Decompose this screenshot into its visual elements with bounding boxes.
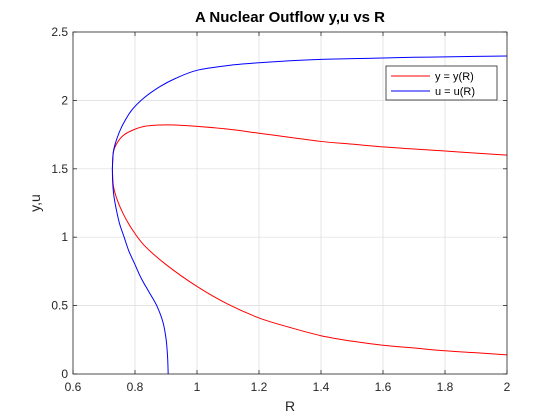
series-layer bbox=[111, 55, 508, 375]
legend: y = y(R) u = u(R) bbox=[385, 65, 498, 101]
x-tick-label: 1.4 bbox=[313, 380, 330, 394]
y-tick-label: 0 bbox=[61, 367, 68, 381]
legend-label-y: y = y(R) bbox=[435, 71, 474, 83]
x-tick-label: 0.8 bbox=[127, 380, 144, 394]
x-axis-label: R bbox=[285, 398, 295, 414]
legend-label-u: u = u(R) bbox=[435, 86, 475, 98]
x-tick-label: 0.6 bbox=[65, 380, 82, 394]
x-tick-label: 2 bbox=[504, 380, 511, 394]
series-1-branch-0-line bbox=[111, 55, 508, 169]
series-0-branch-0-line bbox=[111, 124, 508, 169]
legend-box bbox=[385, 65, 498, 101]
y-tick-label: 2.5 bbox=[51, 25, 68, 39]
x-axis-ticks: 0.6 0.8 1 1.2 1.4 1.6 1.8 2 bbox=[65, 32, 511, 394]
y-axis-ticks: 0 0.5 1 1.5 2 2.5 bbox=[51, 25, 507, 381]
y-tick-label: 2 bbox=[61, 93, 68, 107]
y-tick-label: 1.5 bbox=[51, 162, 68, 176]
y-tick-label: 0.5 bbox=[51, 299, 68, 313]
series-0-branch-1-line bbox=[111, 168, 508, 356]
y-tick-label: 1 bbox=[61, 230, 68, 244]
y-axis-label: y,u bbox=[27, 194, 43, 212]
x-tick-label: 1 bbox=[194, 380, 201, 394]
plot-frame bbox=[72, 31, 508, 375]
chart-title: A Nuclear Outflow y,u vs R bbox=[195, 9, 385, 26]
x-tick-label: 1.2 bbox=[251, 380, 268, 394]
x-tick-label: 1.8 bbox=[437, 380, 454, 394]
series-1-branch-1-line bbox=[111, 168, 169, 375]
x-tick-label: 1.6 bbox=[375, 380, 392, 394]
